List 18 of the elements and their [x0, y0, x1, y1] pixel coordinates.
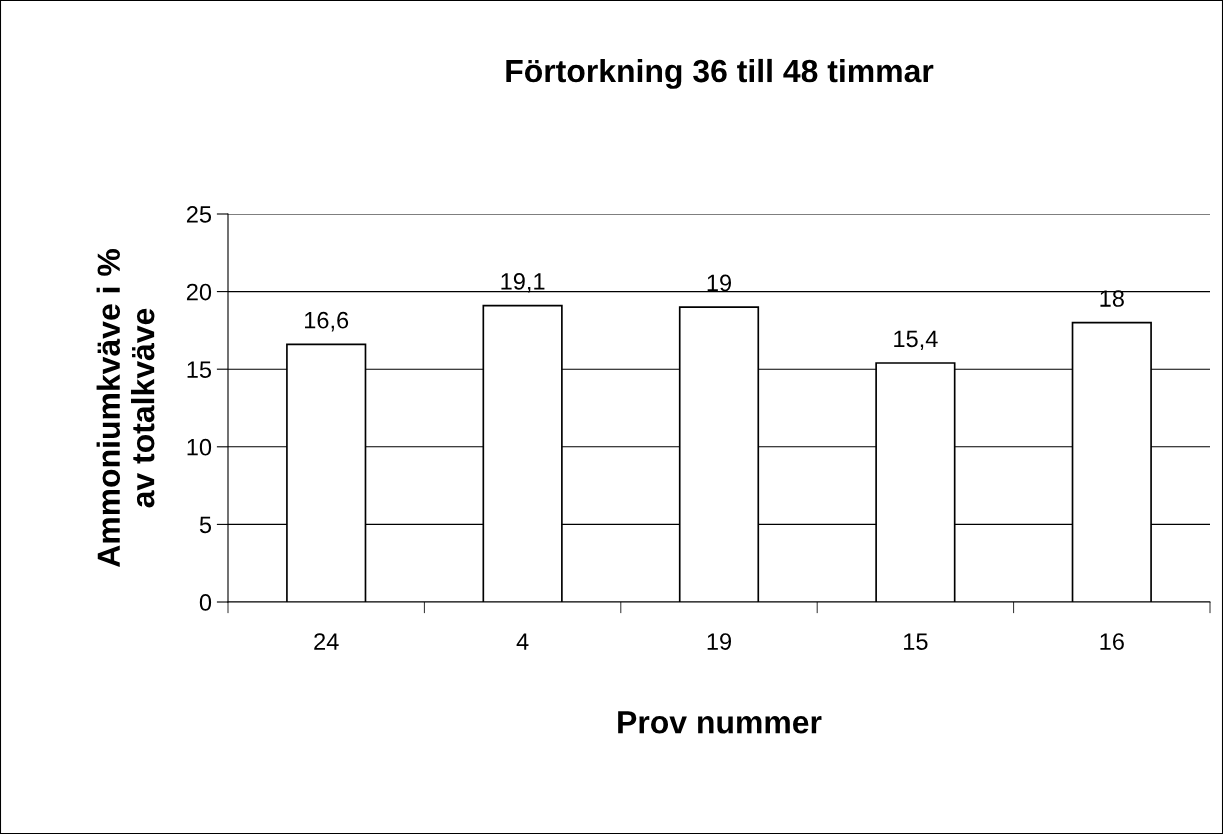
y-tick-label: 15 — [187, 361, 212, 378]
y-tick-label: 20 — [186, 283, 212, 301]
data-label: 16,6 — [305, 311, 349, 332]
data-label: 15,4 — [894, 330, 938, 350]
x-tick-label: 16 — [1100, 633, 1124, 650]
x-axis-title: Prov nummer — [618, 711, 822, 734]
data-label: 19 — [707, 274, 732, 292]
x-tick-label: 15 — [904, 633, 928, 650]
x-tick-label: 24 — [314, 633, 339, 650]
y-axis-title: Ammoniumkväve i % av totalkväve — [96, 249, 155, 567]
y-tick-label: 0 — [199, 594, 212, 611]
y-tick-label: 5 — [199, 516, 212, 534]
x-tick-label: 19 — [707, 633, 732, 650]
y-tick-label: 25 — [186, 206, 212, 223]
y-tick-label: 10 — [187, 438, 212, 456]
x-tick-label: 4 — [516, 633, 529, 650]
data-label: 19,1 — [501, 273, 545, 293]
chart-title: Förtorkning 36 till 48 timmar — [506, 58, 934, 89]
